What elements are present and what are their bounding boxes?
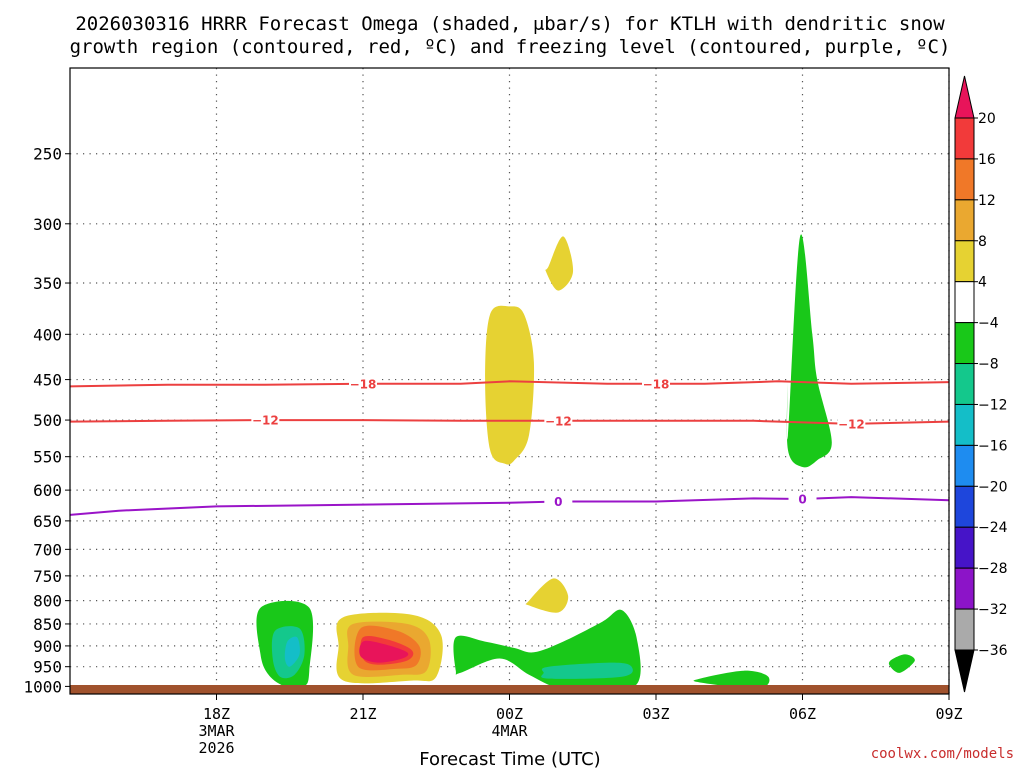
contour-label-background <box>837 416 866 431</box>
site-credit: coolwx.com/models <box>871 746 1014 762</box>
x-tick-label: 03Z <box>642 705 669 723</box>
colorbar-tick-label: −12 <box>978 397 1008 413</box>
colorbar-tick-label: 16 <box>978 152 996 168</box>
colorbar-tick-label: −28 <box>978 561 1008 577</box>
omega-shaded-region <box>525 578 569 613</box>
contour-label: −12 <box>252 414 279 428</box>
contour-label: −18 <box>350 377 377 391</box>
colorbar-swatch <box>954 403 975 446</box>
contour-label-background <box>349 376 377 391</box>
y-axis-ticks: 250 300 350 400 450 500 550 600 650 700 750 800 850 9… <box>23 145 70 696</box>
omega-shaded-region <box>693 670 770 689</box>
chart-title-line2: growth region (contoured, red, ºC) and f… <box>70 36 951 58</box>
y-tick-label: 350 <box>33 274 62 293</box>
y-tick-label: 700 <box>33 540 62 559</box>
contour-line <box>70 419 949 425</box>
y-tick-label: 450 <box>33 371 62 390</box>
contour-label-background <box>788 491 817 506</box>
x-tick-label: 00Z <box>496 705 523 723</box>
y-tick-label: 550 <box>33 448 62 467</box>
contour-label: −12 <box>545 414 572 428</box>
contour-label: −18 <box>643 377 670 391</box>
chart-title-line1: 2026030316 HRRR Forecast Omega (shaded, … <box>75 13 945 35</box>
x-tick-year-label: 2026 <box>198 739 234 757</box>
colorbar-swatch <box>954 117 975 160</box>
colorbar-swatch <box>954 567 975 610</box>
y-tick-label: 850 <box>33 615 62 634</box>
x-tick-label: 06Z <box>789 705 816 723</box>
contour-label: 0 <box>798 492 806 506</box>
temperature-contours: −18 −18 −12 −12 −12 0 0 <box>70 376 949 516</box>
x-tick-label: 18Z <box>203 705 230 723</box>
omega-shaded-region <box>485 305 535 465</box>
colorbar-swatch <box>954 199 975 242</box>
colorbar-tick-label: −4 <box>978 316 999 332</box>
colorbar-tick-label: −32 <box>978 602 1008 618</box>
contour-line <box>70 496 949 516</box>
ground-surface <box>70 685 949 694</box>
x-axis-label: Forecast Time (UTC) <box>419 749 600 768</box>
x-tick-label: 21Z <box>349 705 376 723</box>
colorbar-tick-label: −20 <box>978 479 1008 495</box>
contour-label: 0 <box>554 495 562 509</box>
colorbar-swatch <box>954 281 975 324</box>
colorbar-swatch <box>954 485 975 528</box>
contour-line <box>70 380 949 388</box>
colorbar-tick-label: −16 <box>978 438 1008 454</box>
x-tick-date-label: 4MAR <box>491 722 528 740</box>
y-tick-label: 300 <box>33 215 62 234</box>
colorbar-tick-label: 12 <box>978 193 996 209</box>
y-tick-label: 250 <box>33 145 62 164</box>
contour-label-background <box>251 413 280 428</box>
y-tick-label: 600 <box>33 481 62 500</box>
omega-shaded-region <box>786 234 832 468</box>
y-tick-label: 900 <box>33 637 62 656</box>
colorbar-swatch <box>954 363 975 405</box>
contour-label-background <box>642 376 670 391</box>
colorbar-tick-label: 20 <box>978 111 996 127</box>
omega-shaded-region <box>545 236 574 291</box>
y-tick-label: 500 <box>33 411 62 430</box>
y-tick-label: 750 <box>33 567 62 586</box>
colorbar-swatch <box>954 526 975 569</box>
y-tick-label: 1000 <box>23 677 62 696</box>
colorbar-swatch <box>954 444 975 487</box>
colorbar-tick-label: −36 <box>978 643 1008 659</box>
contour-label: −12 <box>838 417 865 431</box>
contour-label-background <box>544 494 573 509</box>
colorbar-tick-label: 8 <box>978 234 987 250</box>
colorbar-swatch <box>954 608 975 651</box>
omega-shaded-region <box>888 654 915 673</box>
x-tick-label: 09Z <box>935 705 962 723</box>
colorbar-swatch <box>954 240 975 283</box>
omega-shaded-regions <box>256 234 915 691</box>
omega-shaded-region <box>284 636 300 667</box>
colorbar-swatch <box>954 158 975 201</box>
y-tick-label: 650 <box>33 512 62 531</box>
colorbar-tick-label: −8 <box>978 357 999 373</box>
omega-shaded-region <box>359 640 409 663</box>
y-tick-label: 800 <box>33 592 62 611</box>
x-tick-date-label: 3MAR <box>198 722 235 740</box>
colorbar-tick-label: 4 <box>978 275 987 291</box>
colorbar-tick-label: −24 <box>978 520 1008 536</box>
colorbar-top-arrow <box>954 75 975 119</box>
omega-shaded-region <box>541 662 633 679</box>
contour-label-background <box>544 413 573 428</box>
colorbar-swatch <box>954 322 975 365</box>
colorbar: 20 16 12 8 4 −4 −8 −12 −16 −20 −24 −28 −32 −36 <box>954 75 1008 693</box>
y-tick-label: 400 <box>33 325 62 344</box>
colorbar-bottom-arrow <box>954 649 975 693</box>
y-tick-label: 950 <box>33 658 62 677</box>
